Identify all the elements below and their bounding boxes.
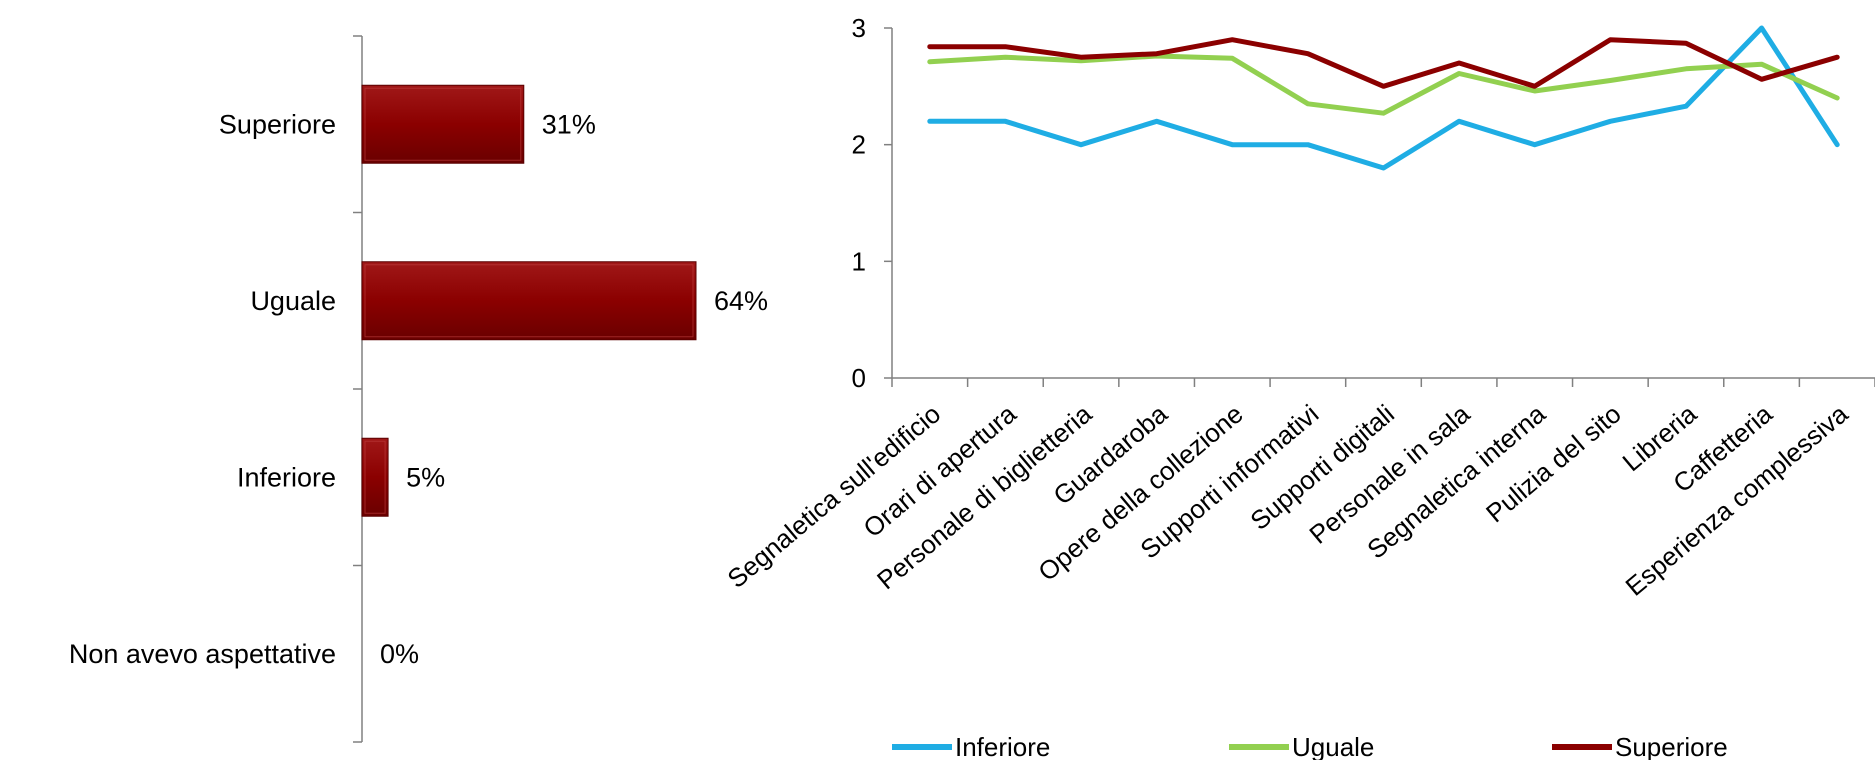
line-series xyxy=(927,37,1840,89)
bar-bevel xyxy=(364,264,694,338)
bar xyxy=(361,261,697,341)
bar-value-label: 0% xyxy=(380,639,419,669)
bar-category-label: Uguale xyxy=(250,286,336,316)
bar-category-label: Non avevo aspettative xyxy=(69,639,336,669)
bar-value-label: 31% xyxy=(542,109,596,139)
bar-chart: Superiore 31% Uguale 64% Inferiore 5% Non avev… xyxy=(69,35,768,743)
bar-value-label: 5% xyxy=(406,462,445,492)
bar xyxy=(361,84,525,164)
bar-category-label: Inferiore xyxy=(237,462,336,492)
line-series xyxy=(927,25,1840,171)
legend-label: Inferiore xyxy=(955,732,1050,760)
legend-label: Superiore xyxy=(1615,732,1728,760)
line-y-tick-label: 3 xyxy=(852,13,866,43)
bar-bevel xyxy=(364,440,386,514)
legend-label: Uguale xyxy=(1292,732,1374,760)
bar-category-label: Superiore xyxy=(219,109,336,139)
bar xyxy=(361,437,389,517)
bar-value-label: 64% xyxy=(714,286,768,316)
line-y-tick-label: 1 xyxy=(852,246,866,276)
line-y-tick-label: 2 xyxy=(852,130,866,160)
bar-bevel xyxy=(364,87,522,161)
line-y-tick-label: 0 xyxy=(852,363,866,393)
line-x-tick-label: Pulizia del sito xyxy=(1480,399,1627,529)
line-series xyxy=(927,53,1840,116)
